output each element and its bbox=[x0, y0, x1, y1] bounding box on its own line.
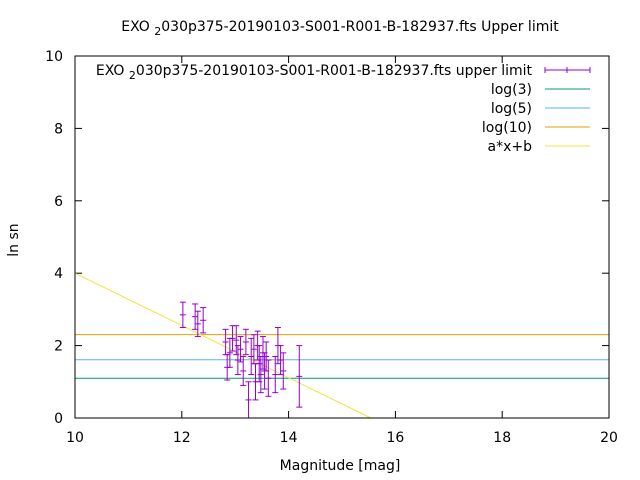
y-tick-label: 8 bbox=[54, 121, 63, 137]
y-tick-label: 4 bbox=[54, 266, 63, 282]
data-point bbox=[277, 345, 284, 376]
data-point bbox=[265, 359, 272, 397]
y-tick-label: 6 bbox=[54, 194, 63, 210]
y-tick-label: 10 bbox=[45, 49, 63, 65]
data-point bbox=[263, 341, 270, 372]
data-point bbox=[234, 345, 241, 376]
x-axis-label: Magnitude [mag] bbox=[280, 458, 401, 474]
data-point bbox=[200, 307, 207, 334]
x-tick-label: 10 bbox=[66, 430, 84, 446]
data-point bbox=[226, 337, 233, 368]
data-point bbox=[192, 303, 199, 330]
data-point bbox=[248, 337, 255, 376]
y-tick-label: 0 bbox=[54, 411, 63, 427]
x-tick-label: 12 bbox=[173, 430, 191, 446]
data-point bbox=[179, 301, 186, 328]
data-point bbox=[296, 345, 303, 408]
data-point bbox=[245, 381, 252, 419]
data-point bbox=[222, 328, 229, 356]
data-point bbox=[280, 352, 287, 390]
x-tick-label: 18 bbox=[493, 430, 511, 446]
legend: EXO 2030p375-20190103-S001-R001-B-182937… bbox=[96, 63, 591, 155]
data-point bbox=[194, 310, 201, 338]
legend-label: log(10) bbox=[482, 120, 532, 136]
legend-label: EXO 2030p375-20190103-S001-R001-B-182937… bbox=[96, 63, 533, 82]
y-axis-label: ln sn bbox=[6, 223, 22, 256]
x-tick-label: 16 bbox=[386, 430, 404, 446]
data-point bbox=[242, 328, 249, 356]
chart-title: EXO 2030p375-20190103-S001-R001-B-182937… bbox=[121, 19, 559, 38]
legend-label: log(3) bbox=[491, 82, 532, 98]
plot-frame bbox=[74, 55, 610, 419]
data-point bbox=[229, 325, 236, 352]
data-point bbox=[237, 336, 244, 363]
axis-ticks: 10 12 14 16 18 20 0 2 4 6 8 10 bbox=[45, 49, 618, 446]
y-tick-label: 2 bbox=[54, 339, 63, 355]
x-tick-label: 14 bbox=[280, 430, 298, 446]
plot-marks bbox=[74, 272, 609, 419]
legend-label: log(5) bbox=[491, 101, 532, 117]
data-point bbox=[272, 355, 279, 394]
fit-line bbox=[74, 272, 372, 419]
legend-label: a*x+b bbox=[488, 139, 533, 155]
x-tick-label: 20 bbox=[600, 430, 618, 446]
data-point bbox=[240, 355, 247, 386]
